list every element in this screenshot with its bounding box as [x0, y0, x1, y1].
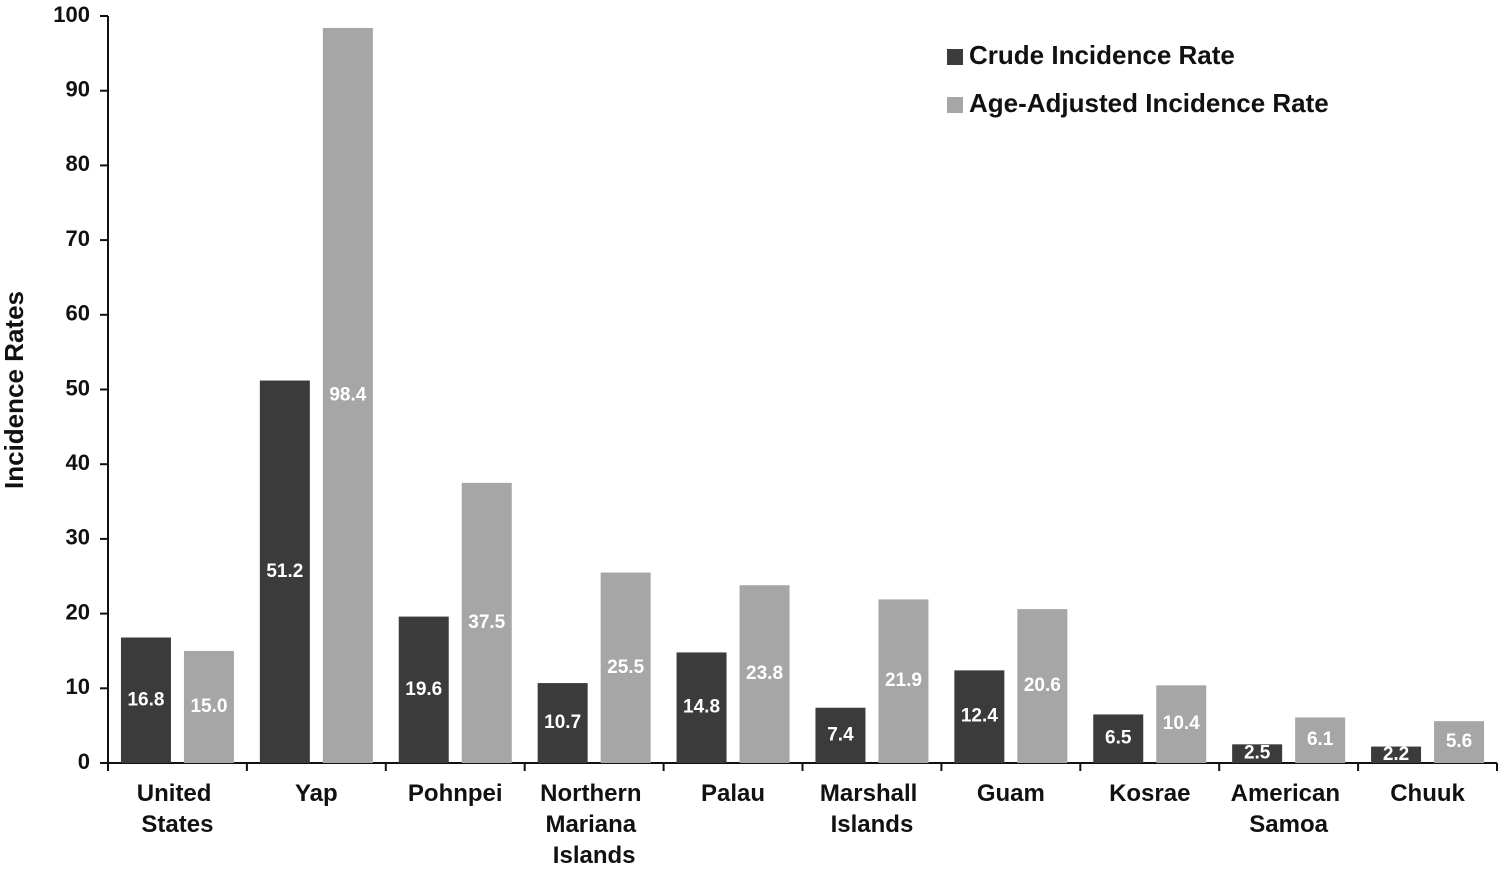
bar [1017, 609, 1068, 763]
value-label: 19.6 [405, 679, 442, 700]
x-tick-label-line: Mariana [545, 811, 642, 838]
x-tick-label: United States [137, 780, 218, 838]
x-tick-label: Guam [977, 780, 1045, 807]
x-tick-label-line: Chuuk [1390, 780, 1465, 807]
value-label: 21.9 [885, 670, 922, 691]
bar [1434, 721, 1485, 763]
legend-label: Crude Incidence Rate [969, 40, 1235, 70]
value-label: 16.8 [127, 689, 164, 710]
x-tick-label-line: Pohnpei [408, 780, 503, 807]
y-tick-label: 10 [66, 674, 90, 699]
x-tick-label-line: Islands [831, 811, 914, 838]
value-label: 6.5 [1105, 728, 1132, 749]
bar [815, 707, 866, 763]
bar [954, 670, 1005, 763]
value-label: 25.5 [607, 657, 644, 678]
x-tick-label-line: Islands [553, 842, 636, 869]
bar [878, 599, 929, 763]
x-tick-label: Chuuk [1390, 780, 1465, 807]
value-label: 20.6 [1024, 675, 1061, 696]
y-tick-label: 30 [66, 525, 90, 550]
x-tick-label-line: Guam [977, 780, 1045, 807]
bar [461, 482, 512, 763]
x-tick-label-line: Northern [540, 780, 648, 807]
x-tick-label-line: Palau [701, 780, 765, 807]
legend-swatch [947, 49, 963, 65]
y-tick-label: 60 [66, 301, 90, 326]
y-tick-label: 80 [66, 151, 90, 176]
value-label: 6.1 [1307, 729, 1334, 750]
bar [322, 27, 373, 763]
bar [1295, 717, 1346, 763]
bar [120, 637, 171, 763]
bar [600, 572, 651, 763]
bar [739, 585, 790, 763]
x-tick-label-line: American [1231, 780, 1347, 807]
value-label: 2.5 [1244, 743, 1271, 764]
x-tick-label-line: United [137, 780, 218, 807]
bar [259, 380, 310, 763]
value-label: 12.4 [961, 706, 998, 727]
x-tick-label-line: Marshall [820, 780, 924, 807]
x-tick-label: Kosrae [1109, 780, 1190, 807]
bar [1232, 744, 1283, 763]
bar [676, 652, 727, 763]
x-tick-label: American Samoa [1231, 780, 1347, 838]
value-label: 98.4 [329, 384, 366, 405]
value-label: 10.7 [544, 712, 581, 733]
legend-swatch [947, 97, 963, 113]
y-tick-label: 20 [66, 599, 90, 624]
x-tick-label-line: Yap [295, 780, 338, 807]
bar [537, 683, 588, 763]
y-tick-label: 50 [66, 375, 90, 400]
x-tick-label: Marshall Islands [820, 780, 924, 838]
x-tick-label-line: Kosrae [1109, 780, 1190, 807]
value-label: 5.6 [1446, 731, 1472, 752]
bar [398, 616, 449, 763]
bar [1156, 685, 1207, 763]
bar [1371, 746, 1422, 763]
value-label: 51.2 [266, 561, 303, 582]
x-tick-label-line: States [141, 811, 213, 838]
x-tick-label: Northern Mariana Islands [540, 780, 648, 869]
value-label: 2.2 [1383, 744, 1409, 765]
x-tick-label: Palau [701, 780, 765, 807]
value-label: 23.8 [746, 663, 783, 684]
x-tick-label: Pohnpei [408, 780, 503, 807]
y-tick-label: 70 [66, 226, 90, 251]
value-label: 14.8 [683, 697, 720, 718]
y-tick-label: 40 [66, 450, 90, 475]
x-tick-label-line: Samoa [1249, 811, 1328, 838]
bar [1093, 714, 1144, 763]
y-tick-label: 100 [53, 2, 90, 27]
y-tick-label: 0 [78, 749, 90, 774]
value-label: 10.4 [1163, 713, 1200, 734]
y-axis-label: Incidence Rates [0, 291, 29, 489]
bar [183, 650, 234, 763]
value-label: 37.5 [468, 612, 505, 633]
y-tick-label: 90 [66, 77, 90, 102]
x-tick-label: Yap [295, 780, 338, 807]
value-label: 15.0 [190, 696, 227, 717]
legend-label: Age-Adjusted Incidence Rate [969, 88, 1329, 118]
value-label: 7.4 [827, 724, 854, 745]
